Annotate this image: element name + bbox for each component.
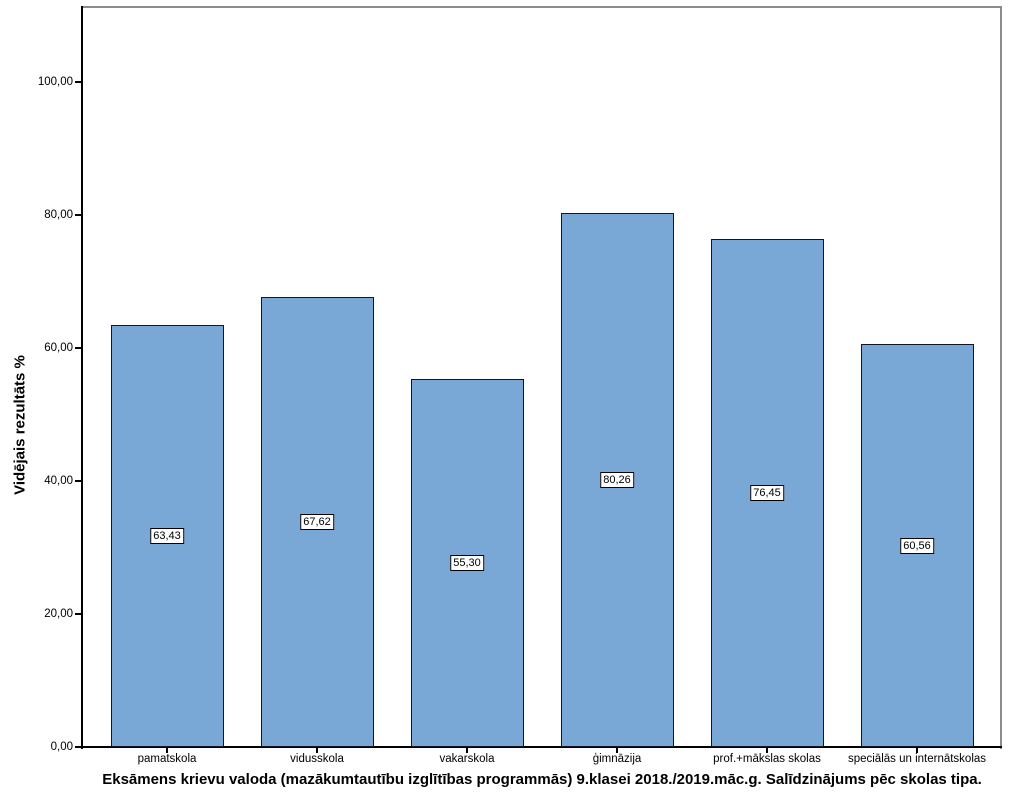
bar-value-label: 80,26 — [600, 472, 634, 489]
y-tick-label: 100,00 — [37, 76, 73, 89]
x-category-label: speciālās un internātskolas — [847, 753, 987, 765]
x-axis-line — [81, 746, 1002, 748]
x-category-label: prof.+mākslas skolas — [713, 753, 821, 765]
y-tick-label: 60,00 — [44, 342, 73, 355]
y-tick-mark — [75, 347, 82, 350]
y-axis-line — [81, 6, 83, 749]
bar-value-label: 76,45 — [750, 484, 784, 501]
y-tick-label: 0,00 — [50, 741, 73, 753]
bar-value-label: 67,62 — [300, 514, 334, 531]
y-tick-mark — [75, 746, 82, 748]
x-category-label: vakarskola — [439, 753, 495, 765]
x-tick-mark — [466, 748, 468, 753]
bar-value-label: 55,30 — [450, 555, 484, 572]
y-tick-label: 40,00 — [44, 475, 73, 488]
x-tick-mark — [766, 748, 768, 753]
chart-title: Eksāmens krievu valoda (mazākumtautību i… — [102, 771, 982, 788]
x-tick-mark — [616, 748, 618, 753]
x-tick-mark — [916, 748, 918, 753]
plot-frame-top — [81, 6, 1002, 8]
y-tick-mark — [75, 214, 82, 217]
y-tick-mark — [75, 613, 82, 616]
x-category-label: vidusskola — [290, 753, 344, 765]
y-tick-label: 20,00 — [44, 608, 73, 621]
y-tick-mark — [75, 81, 82, 84]
x-tick-mark — [316, 748, 318, 753]
x-tick-mark — [166, 748, 168, 753]
plot-frame-right — [1000, 6, 1002, 749]
bar-value-label: 60,56 — [900, 537, 934, 554]
bar-value-label: 63,43 — [150, 528, 184, 545]
y-tick-mark — [75, 480, 82, 483]
x-category-label: pamatskola — [137, 753, 197, 765]
y-tick-label: 80,00 — [44, 209, 73, 222]
x-category-label: ģimnāzija — [592, 753, 642, 765]
